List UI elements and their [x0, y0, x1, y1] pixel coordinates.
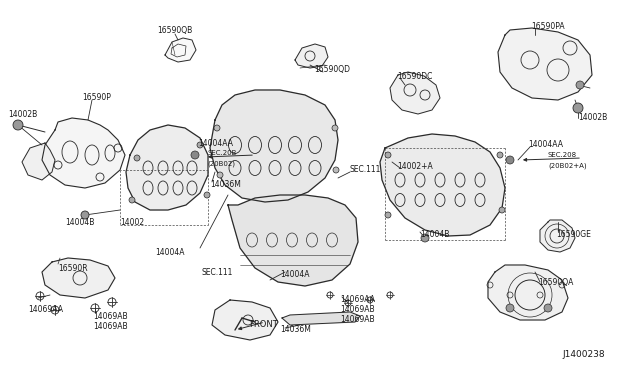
Text: J1400238: J1400238 — [562, 350, 605, 359]
Circle shape — [385, 212, 391, 218]
Text: 14069AA: 14069AA — [28, 305, 63, 314]
Circle shape — [191, 151, 199, 159]
Text: 16590DC: 16590DC — [397, 72, 433, 81]
Polygon shape — [165, 38, 196, 62]
Polygon shape — [380, 134, 505, 236]
Circle shape — [544, 304, 552, 312]
Circle shape — [573, 103, 583, 113]
Polygon shape — [42, 118, 125, 188]
Text: 14002+A: 14002+A — [397, 162, 433, 171]
Text: 14004AA: 14004AA — [528, 140, 563, 149]
Polygon shape — [390, 72, 440, 114]
Text: 14004A: 14004A — [155, 248, 184, 257]
Text: 14004B: 14004B — [420, 230, 449, 239]
Text: 16590R: 16590R — [58, 264, 88, 273]
Text: SEC.111: SEC.111 — [202, 268, 234, 277]
Text: SEC.208: SEC.208 — [548, 152, 577, 158]
Circle shape — [506, 304, 514, 312]
Text: 14069AB: 14069AB — [340, 305, 374, 314]
Circle shape — [217, 172, 223, 178]
Circle shape — [333, 167, 339, 173]
Text: SEC.20B: SEC.20B — [207, 150, 236, 156]
Text: 14002: 14002 — [120, 218, 144, 227]
Polygon shape — [126, 125, 208, 210]
Circle shape — [134, 155, 140, 161]
Text: FRONT: FRONT — [249, 320, 278, 329]
Circle shape — [204, 192, 210, 198]
Text: 16590P: 16590P — [82, 93, 111, 102]
Text: 14036M: 14036M — [280, 325, 311, 334]
Text: 14069AB: 14069AB — [93, 322, 127, 331]
Circle shape — [214, 125, 220, 131]
Circle shape — [497, 152, 503, 158]
Circle shape — [421, 234, 429, 242]
Text: 14069AB: 14069AB — [340, 315, 374, 324]
Polygon shape — [540, 220, 575, 252]
Circle shape — [332, 125, 338, 131]
Polygon shape — [488, 265, 568, 320]
Text: 14069AA: 14069AA — [340, 295, 375, 304]
Text: 14036M: 14036M — [210, 180, 241, 189]
Circle shape — [576, 81, 584, 89]
Polygon shape — [22, 143, 55, 180]
Text: 16590QD: 16590QD — [314, 65, 350, 74]
Text: SEC.111: SEC.111 — [349, 165, 380, 174]
Text: 16590GE: 16590GE — [556, 230, 591, 239]
Text: 14002B: 14002B — [578, 113, 607, 122]
Polygon shape — [42, 258, 115, 298]
Text: 14002B: 14002B — [8, 110, 37, 119]
Polygon shape — [295, 44, 328, 68]
Polygon shape — [498, 28, 592, 100]
Text: (20B02): (20B02) — [207, 160, 235, 167]
Polygon shape — [210, 90, 338, 202]
Text: 14069AB: 14069AB — [93, 312, 127, 321]
Text: 16590PA: 16590PA — [531, 22, 564, 31]
Text: 14004B: 14004B — [65, 218, 94, 227]
Circle shape — [385, 152, 391, 158]
Circle shape — [13, 120, 23, 130]
Text: (20B02+A): (20B02+A) — [548, 162, 587, 169]
Text: 16590QA: 16590QA — [538, 278, 573, 287]
Polygon shape — [282, 312, 360, 325]
Circle shape — [129, 197, 135, 203]
Circle shape — [197, 142, 203, 148]
Polygon shape — [212, 300, 278, 340]
Polygon shape — [228, 195, 358, 286]
Circle shape — [506, 156, 514, 164]
Text: 16590QB: 16590QB — [157, 26, 192, 35]
Text: 14004AA: 14004AA — [198, 139, 233, 148]
Text: 14004A: 14004A — [280, 270, 310, 279]
Circle shape — [81, 211, 89, 219]
Circle shape — [499, 207, 505, 213]
